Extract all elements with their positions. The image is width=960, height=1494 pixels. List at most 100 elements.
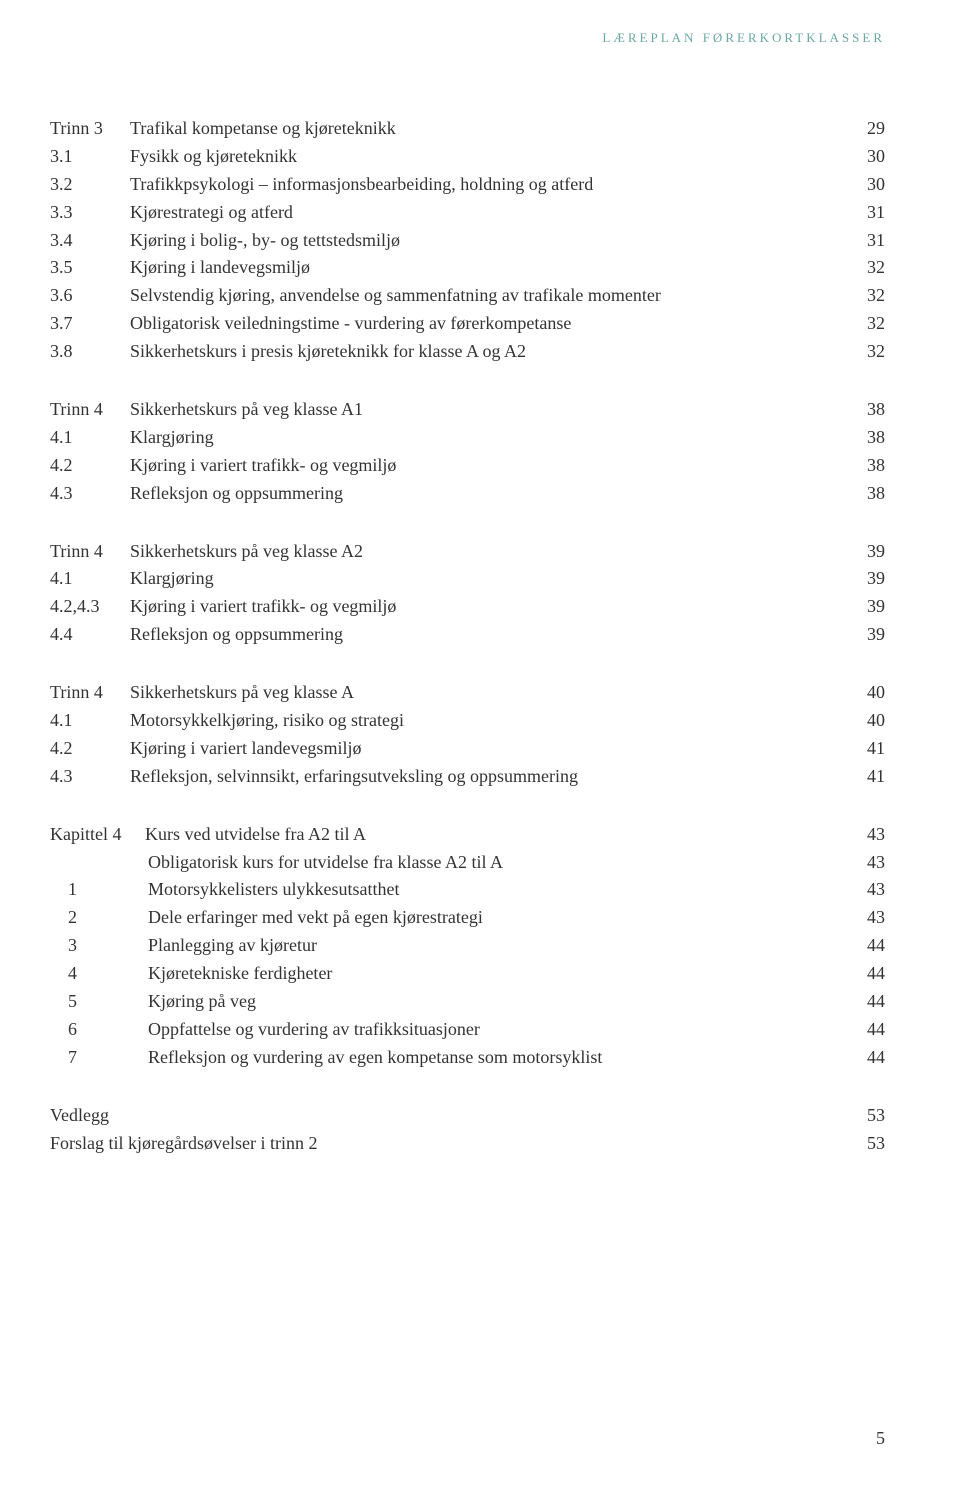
toc-title: Refleksjon og vurdering av egen kompetan… [148,1047,602,1067]
toc-title: Oppfattelse og vurdering av trafikksitua… [148,1019,480,1039]
toc-page: 39 [845,565,885,593]
toc-page: 39 [845,538,885,566]
toc-title: Motorsykkelisters ulykkesutsatthet [148,879,399,899]
toc-number: 3.7 [50,310,130,338]
toc-label: 3.6Selvstendig kjøring, anvendelse og sa… [50,282,845,310]
toc-label: Trinn 3Trafikal kompetanse og kjøretekni… [50,115,845,143]
toc-row: 4.2,4.3Kjøring i variert trafikk- og veg… [50,593,885,621]
toc-title: Kurs ved utvidelse fra A2 til A [145,824,366,844]
toc-row: 3.5Kjøring i landevegsmiljø32 [50,254,885,282]
toc-number: 3.8 [50,338,130,366]
toc-row: 4.3Refleksjon og oppsummering38 [50,480,885,508]
toc-page: 39 [845,621,885,649]
toc-page: 32 [845,254,885,282]
toc-row: 3.1Fysikk og kjøreteknikk 30 [50,143,885,171]
toc-section: Kapittel 4Kurs ved utvidelse fra A2 til … [50,821,885,1072]
toc-row: 4.1Motorsykkelkjøring, risiko og strateg… [50,707,885,735]
toc-page: 31 [845,227,885,255]
toc-number: 7 [50,1044,148,1072]
toc-section: Trinn 4Sikkerhetskurs på veg klasse A239… [50,538,885,650]
toc-label: 4.2,4.3Kjøring i variert trafikk- og veg… [50,593,845,621]
toc-page: 44 [845,960,885,988]
toc-title: Klargjøring [130,568,214,588]
toc-label: 3.7Obligatorisk veiledningstime - vurder… [50,310,845,338]
toc-row: 4.2Kjøring i variert trafikk- og vegmilj… [50,452,885,480]
toc-title: Refleksjon og oppsummering [130,483,343,503]
toc-row: Trinn 4Sikkerhetskurs på veg klasse A138 [50,396,885,424]
toc-title: Trafikkpsykologi – informasjonsbearbeidi… [130,174,593,194]
toc-title: Sikkerhetskurs på veg klasse A1 [130,399,363,419]
toc-row: 4.4Refleksjon og oppsummering39 [50,621,885,649]
toc-title: Refleksjon, selvinnsikt, erfaringsutveks… [130,766,578,786]
toc-number: 4.3 [50,763,130,791]
toc-section: Trinn 4Sikkerhetskurs på veg klasse A404… [50,679,885,791]
toc-row: 3.4Kjøring i bolig-, by- og tettstedsmil… [50,227,885,255]
toc-title: Klargjøring [130,427,214,447]
toc-label: Trinn 4Sikkerhetskurs på veg klasse A2 [50,538,845,566]
toc-page: 38 [845,452,885,480]
toc-row: 6Oppfattelse og vurdering av trafikksitu… [50,1016,885,1044]
toc-label: 3Planlegging av kjøretur [50,932,845,960]
toc-label: 3.5Kjøring i landevegsmiljø [50,254,845,282]
toc-page: 41 [845,763,885,791]
toc-label: 1Motorsykkelisters ulykkesutsatthet [50,876,845,904]
toc-title: Kjøring i bolig-, by- og tettstedsmiljø [130,230,400,250]
toc-row: 4.2Kjøring i variert landevegsmiljø41 [50,735,885,763]
toc-number: 4.2 [50,452,130,480]
toc-number: 4.4 [50,621,130,649]
toc-page: 40 [845,679,885,707]
toc-number: 6 [50,1016,148,1044]
toc-section: Trinn 4Sikkerhetskurs på veg klasse A138… [50,396,885,508]
toc-label: 4.4Refleksjon og oppsummering [50,621,845,649]
toc-page: 30 [845,171,885,199]
toc-row: 5Kjøring på veg44 [50,988,885,1016]
toc-number: 3.2 [50,171,130,199]
toc-title: Kjøring i landevegsmiljø [130,257,310,277]
toc-title: Planlegging av kjøretur [148,935,317,955]
toc-page: 32 [845,338,885,366]
toc-label: 4.2Kjøring i variert landevegsmiljø [50,735,845,763]
toc-number: Trinn 3 [50,115,130,143]
toc-page: 29 [845,115,885,143]
toc-title: Dele erfaringer med vekt på egen kjørest… [148,907,483,927]
toc-row: 4Kjøretekniske ferdigheter44 [50,960,885,988]
toc-label: 4.3Refleksjon og oppsummering [50,480,845,508]
toc-page: 43 [845,849,885,877]
toc-row: Trinn 4Sikkerhetskurs på veg klasse A40 [50,679,885,707]
toc-label: 4.2Kjøring i variert trafikk- og vegmilj… [50,452,845,480]
toc-label: 3.4Kjøring i bolig-, by- og tettstedsmil… [50,227,845,255]
toc-row: 7Refleksjon og vurdering av egen kompeta… [50,1044,885,1072]
toc-number: 4.2,4.3 [50,593,130,621]
toc-page: 53 [845,1130,885,1158]
toc-label: Forslag til kjøregårdsøvelser i trinn 2 [50,1130,845,1158]
toc-title: Fysikk og kjøreteknikk [130,146,297,166]
document-header: LÆREPLAN FØRERKORTKLASSER [602,30,885,46]
toc-page: 38 [845,424,885,452]
toc-page: 40 [845,707,885,735]
toc-page: 30 [845,143,885,171]
toc-title: Kjøring i variert trafikk- og vegmiljø [130,596,396,616]
toc-number: Kapittel 4 [50,821,145,849]
toc-section: Vedlegg53Forslag til kjøregårdsøvelser i… [50,1102,885,1158]
toc-row: 3Planlegging av kjøretur44 [50,932,885,960]
toc-page: 31 [845,199,885,227]
toc-row: 3.3Kjørestrategi og atferd31 [50,199,885,227]
page-number: 5 [876,1428,885,1449]
toc-label: Vedlegg [50,1102,845,1130]
toc-number: 3.6 [50,282,130,310]
toc-row: Vedlegg53 [50,1102,885,1130]
toc-row: 4.1Klargjøring39 [50,565,885,593]
toc-page: 44 [845,1016,885,1044]
toc-row: Trinn 4Sikkerhetskurs på veg klasse A239 [50,538,885,566]
toc-label: 3.2Trafikkpsykologi – informasjonsbearbe… [50,171,845,199]
toc-page: 32 [845,282,885,310]
toc-page: 43 [845,821,885,849]
toc-label: Obligatorisk kurs for utvidelse fra klas… [50,849,845,877]
toc-number: 4.2 [50,735,130,763]
toc-title: Obligatorisk veiledningstime - vurdering… [130,313,571,333]
toc-page: 43 [845,876,885,904]
toc-title: Kjøring i variert trafikk- og vegmiljø [130,455,396,475]
toc-page: 44 [845,932,885,960]
toc-number: 3.1 [50,143,130,171]
toc-label: Trinn 4Sikkerhetskurs på veg klasse A1 [50,396,845,424]
